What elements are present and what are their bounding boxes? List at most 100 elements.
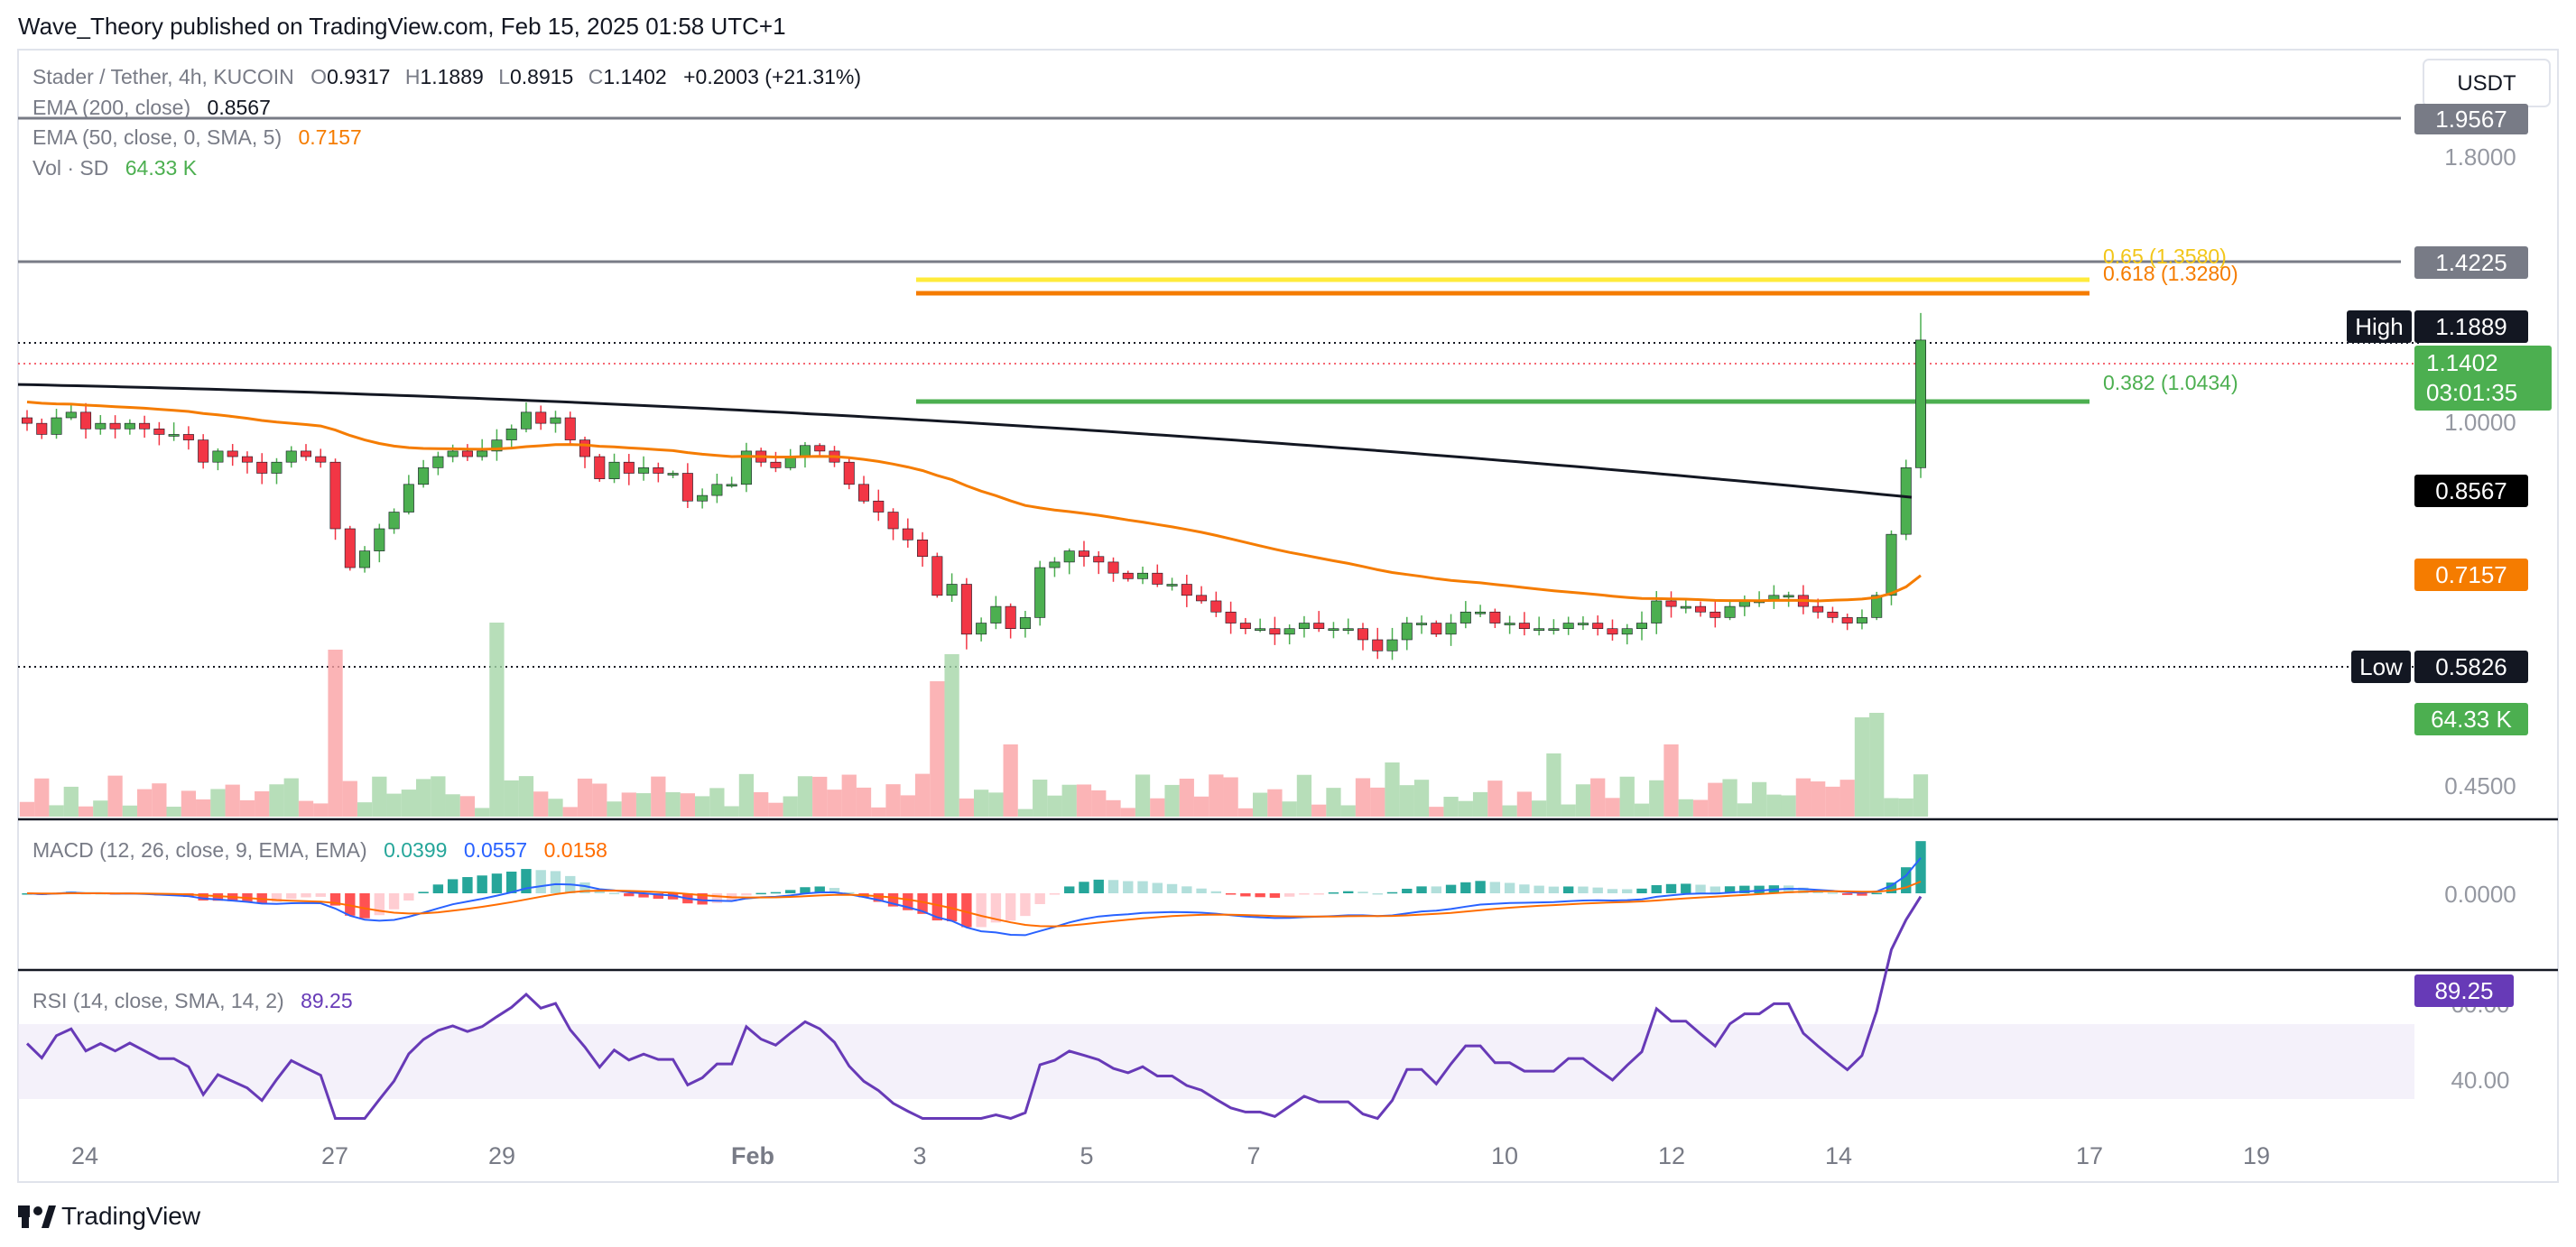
volume-bar	[225, 784, 240, 817]
macd-signal-line	[26, 881, 1922, 928]
macd-hist-bar	[917, 893, 928, 914]
rsi-legend-label: RSI (14, close, SMA, 14, 2)	[32, 989, 284, 1012]
time-tick-17: 17	[2076, 1142, 2103, 1169]
candle-body	[1695, 605, 1707, 613]
macd-hist-bar	[315, 893, 326, 897]
volume-bar	[768, 802, 783, 817]
legend-low-value: 0.8915	[510, 65, 573, 88]
volume-bar	[196, 799, 211, 817]
macd-hist-bar	[1386, 891, 1398, 894]
volume-bar	[914, 773, 931, 817]
macd-hist-bar	[212, 893, 224, 901]
candle-body	[1239, 623, 1251, 629]
volume-bar	[1076, 784, 1092, 817]
volume-bar	[1179, 778, 1194, 817]
volume-bar	[1605, 798, 1620, 817]
candle-body	[902, 528, 913, 540]
candle-body	[1122, 572, 1134, 579]
macd-hist-bar	[1460, 882, 1471, 893]
volume-bar	[885, 784, 901, 817]
legend-ema200-label: EMA (200, close)	[32, 96, 190, 119]
volume-bar	[974, 790, 989, 817]
macd-hist-bar	[1299, 893, 1310, 895]
macd-hist-bar	[1695, 884, 1706, 893]
candle-body	[858, 484, 870, 502]
currency-button[interactable]: USDT	[2423, 59, 2551, 107]
candle-body	[1562, 623, 1574, 629]
macd-hist-bar	[1915, 841, 1926, 893]
volume-bar	[1135, 774, 1151, 817]
volume-bar	[504, 780, 519, 817]
candle-body	[182, 434, 194, 440]
macd-hist-bar	[447, 879, 459, 893]
candle-body	[653, 467, 664, 474]
volume-bar	[1267, 789, 1283, 817]
volume-bar	[1532, 800, 1547, 817]
macd-hist-bar	[1592, 887, 1603, 893]
candle-body	[1152, 572, 1163, 585]
price-tag-volume: 64.33 K	[2414, 703, 2528, 735]
macd-hist-bar	[1196, 888, 1207, 893]
time-tick-10: 10	[1491, 1142, 1518, 1169]
candle-body	[887, 512, 899, 530]
macd-hist-bar	[814, 886, 825, 893]
macd-hist-bar	[345, 893, 356, 916]
volume-bar	[1546, 753, 1561, 817]
volume-bar	[283, 778, 299, 817]
macd-hist-bar	[770, 891, 782, 894]
macd-hist-bar	[1841, 893, 1853, 895]
macd-hist-bar	[271, 893, 283, 902]
candle-body	[1093, 556, 1105, 563]
svg-text:64.33 K: 64.33 K	[2431, 706, 2512, 733]
candle-body	[403, 484, 414, 513]
volume-bar	[210, 789, 226, 817]
macd-hist-bar	[1123, 881, 1134, 893]
volume-bar	[1825, 786, 1840, 817]
footer-brand: TradingView	[61, 1202, 201, 1230]
macd-hist-bar	[1328, 891, 1339, 894]
rsi-legend-value: 89.25	[301, 989, 353, 1012]
candle-body	[623, 461, 635, 474]
candle-body	[374, 528, 385, 551]
volume-bar	[1106, 799, 1121, 817]
macd-hist-bar	[1827, 892, 1839, 894]
volume-bar	[635, 793, 652, 817]
chart-frame	[17, 49, 2559, 1183]
candle-body	[799, 445, 811, 457]
candle-body	[579, 439, 591, 457]
macd-hist-bar	[403, 893, 414, 901]
volume-bar	[1164, 784, 1180, 817]
candle-body	[1034, 567, 1046, 618]
macd-hist-bar	[1093, 879, 1104, 893]
volume-bar	[372, 776, 387, 817]
time-tick-19: 19	[2243, 1142, 2270, 1169]
candle-body	[1181, 584, 1192, 596]
legend-ema200-value: 0.8567	[208, 96, 271, 119]
volume-bar	[269, 784, 284, 817]
legend-vol-label: Vol · SD	[32, 156, 108, 180]
candle-body	[814, 445, 826, 452]
macd-hist-bar	[1901, 867, 1912, 893]
volume-bar	[107, 775, 123, 817]
macd-hist-bar	[1020, 893, 1031, 917]
macd-hist-bar	[1181, 886, 1192, 893]
legend-ema50-value: 0.7157	[299, 125, 362, 149]
macd-hist-bar	[535, 870, 546, 893]
candle-body	[95, 422, 107, 430]
svg-text:1.1402: 1.1402	[2426, 349, 2498, 376]
legend-high-label: H	[405, 65, 421, 88]
candle-body	[388, 512, 400, 530]
macd-hist-bar	[1079, 882, 1089, 893]
macd-hist-bar	[1210, 891, 1222, 893]
candle-body	[1651, 600, 1663, 624]
ema50-line	[26, 401, 1922, 603]
volume-bar	[944, 654, 959, 817]
time-tick-3: 3	[913, 1142, 926, 1169]
volume-bar	[1913, 774, 1929, 817]
macd-hist-bar	[1489, 882, 1501, 893]
volume-bar	[694, 796, 710, 817]
candle-body	[770, 461, 782, 468]
price-tag-last: 1.1402 03:01:35	[2414, 346, 2552, 411]
candle-body	[1827, 611, 1839, 618]
volume-bar	[1487, 781, 1503, 817]
